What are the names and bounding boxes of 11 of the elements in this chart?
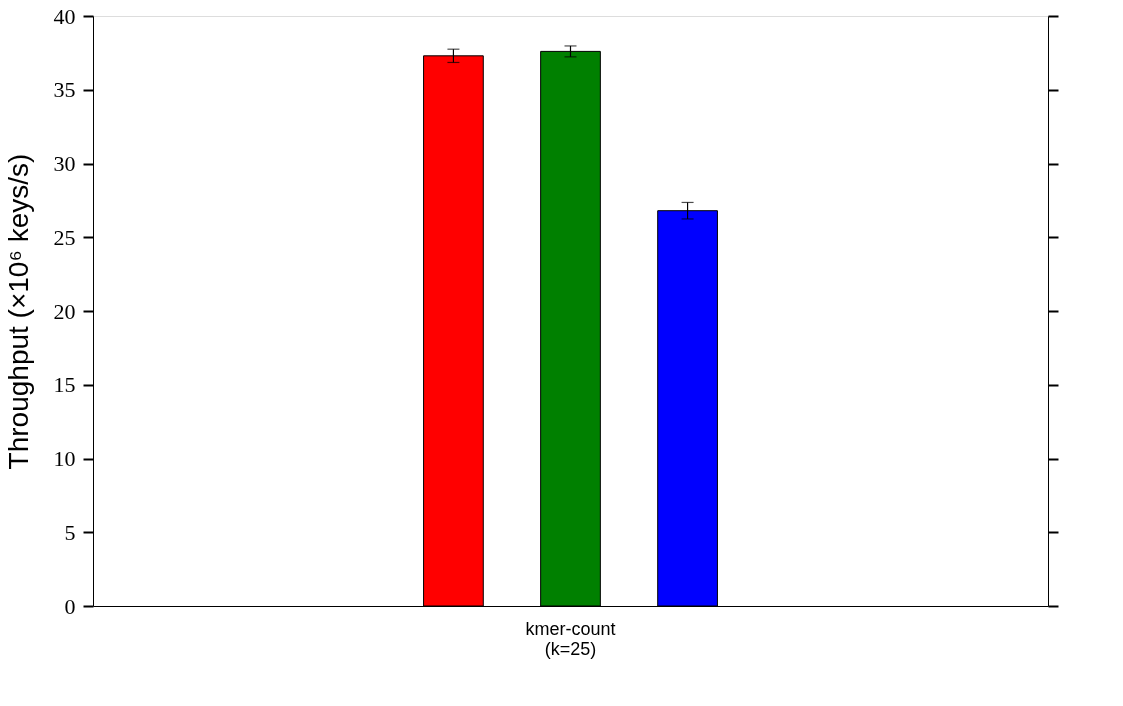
y-tick-label: 35 <box>53 77 76 103</box>
y-tick-label: 40 <box>53 3 76 29</box>
y-tick-label: 10 <box>53 446 76 471</box>
y-tick-label: 0 <box>64 593 76 619</box>
y-tick-label: 15 <box>53 372 76 398</box>
y-tick-label: 30 <box>53 151 76 176</box>
y-tick-label: 5 <box>64 519 76 545</box>
y-tick-label: 20 <box>53 298 76 324</box>
y-axis-title: Throughput (×10⁶ keys/s) <box>2 153 34 470</box>
x-tick-label: kmer-count (k=25) <box>525 618 616 659</box>
y-tick-label: 25 <box>53 224 76 250</box>
